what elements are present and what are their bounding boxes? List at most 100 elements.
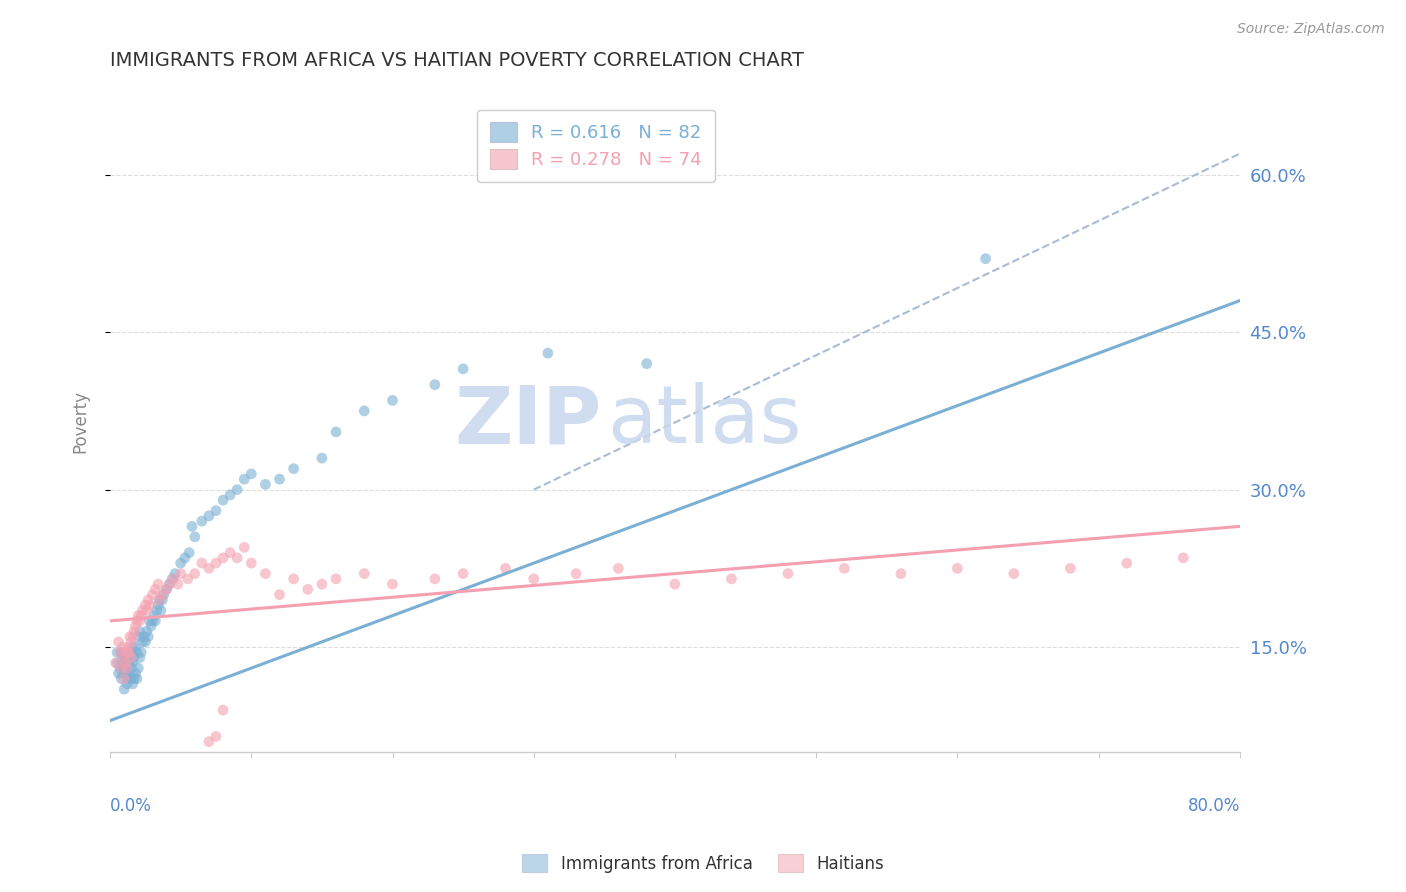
Point	[120, 650, 142, 665]
Point	[121, 630, 143, 644]
Text: ZIP: ZIP	[454, 383, 602, 460]
Point	[136, 593, 159, 607]
Point	[157, 577, 180, 591]
Point	[128, 650, 150, 665]
Point	[451, 362, 474, 376]
Point	[233, 541, 256, 555]
Point	[198, 561, 221, 575]
Point	[311, 451, 333, 466]
Point	[111, 661, 134, 675]
Point	[353, 566, 375, 581]
Text: Source: ZipAtlas.com: Source: ZipAtlas.com	[1237, 22, 1385, 37]
Point	[198, 508, 221, 523]
Point	[776, 566, 799, 581]
Point	[110, 661, 132, 675]
Point	[146, 577, 169, 591]
Point	[132, 630, 155, 644]
Point	[138, 614, 160, 628]
Point	[212, 493, 235, 508]
Point	[607, 561, 630, 575]
Point	[143, 582, 166, 597]
Point	[170, 556, 193, 570]
Point	[146, 598, 169, 612]
Point	[111, 666, 134, 681]
Point	[118, 630, 141, 644]
Point	[381, 577, 404, 591]
Point	[1002, 566, 1025, 581]
Point	[105, 645, 128, 659]
Point	[117, 672, 139, 686]
Point	[114, 650, 136, 665]
Point	[184, 530, 207, 544]
Point	[117, 640, 139, 654]
Point	[149, 603, 172, 617]
Point	[148, 593, 170, 607]
Point	[122, 624, 145, 639]
Point	[112, 682, 135, 697]
Point	[1173, 550, 1195, 565]
Point	[128, 614, 150, 628]
Point	[107, 635, 129, 649]
Point	[117, 650, 139, 665]
Point	[166, 577, 188, 591]
Point	[283, 572, 305, 586]
Text: atlas: atlas	[607, 383, 801, 460]
Point	[135, 624, 157, 639]
Point	[121, 640, 143, 654]
Point	[240, 556, 263, 570]
Point	[157, 577, 180, 591]
Point	[155, 582, 177, 597]
Point	[269, 588, 291, 602]
Point	[129, 608, 152, 623]
Point	[115, 661, 138, 675]
Point	[155, 582, 177, 597]
Point	[115, 645, 138, 659]
Point	[177, 572, 200, 586]
Point	[451, 566, 474, 581]
Point	[127, 661, 149, 675]
Point	[118, 666, 141, 681]
Point	[112, 672, 135, 686]
Point	[112, 650, 135, 665]
Point	[114, 666, 136, 681]
Point	[565, 566, 588, 581]
Point	[325, 572, 347, 586]
Point	[636, 357, 658, 371]
Point	[120, 645, 142, 659]
Point	[523, 572, 546, 586]
Point	[191, 556, 214, 570]
Point	[254, 566, 277, 581]
Point	[121, 656, 143, 670]
Point	[141, 588, 163, 602]
Point	[117, 645, 139, 659]
Point	[162, 572, 184, 586]
Point	[283, 461, 305, 475]
Point	[124, 666, 146, 681]
Point	[107, 666, 129, 681]
Text: IMMIGRANTS FROM AFRICA VS HAITIAN POVERTY CORRELATION CHART: IMMIGRANTS FROM AFRICA VS HAITIAN POVERT…	[110, 51, 804, 70]
Point	[170, 566, 193, 581]
Point	[150, 593, 173, 607]
Point	[890, 566, 912, 581]
Point	[127, 608, 149, 623]
Point	[974, 252, 997, 266]
Point	[219, 546, 242, 560]
Point	[148, 593, 170, 607]
Point	[381, 393, 404, 408]
Point	[143, 614, 166, 628]
Point	[124, 640, 146, 654]
Point	[141, 614, 163, 628]
Point	[139, 619, 162, 633]
Point	[212, 550, 235, 565]
Point	[163, 566, 186, 581]
Point	[134, 635, 156, 649]
Point	[138, 598, 160, 612]
Point	[423, 377, 446, 392]
Point	[297, 582, 319, 597]
Point	[537, 346, 560, 360]
Point	[160, 572, 183, 586]
Point	[105, 656, 128, 670]
Point	[110, 656, 132, 670]
Point	[240, 467, 263, 481]
Point	[131, 635, 153, 649]
